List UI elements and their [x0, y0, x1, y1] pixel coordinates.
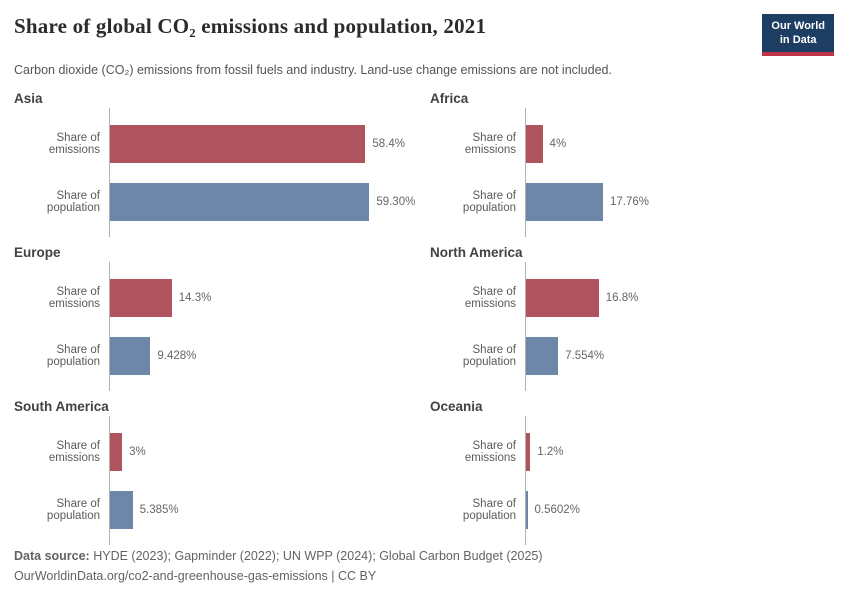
facet-title-asia: Asia: [14, 90, 43, 106]
bar-value-label-emissions: 16.8%: [605, 291, 639, 304]
bar-emissions[interactable]: [109, 432, 123, 471]
facet-plot-south-america: Share of emissions 3% Share of population 5…: [14, 415, 418, 545]
axis-line: [109, 415, 110, 545]
bar-label-emissions: Share of emissions: [464, 285, 516, 310]
bar-row-emissions: Share of emissions 16.8%: [430, 269, 834, 327]
bar-label-emissions: Share of emissions: [464, 439, 516, 464]
bar-label-population: Share of population: [46, 189, 100, 214]
bar-value-label-emissions: 3%: [129, 445, 146, 458]
bar-area-emissions: 16.8%: [525, 278, 834, 317]
chart-footer: Data source: HYDE (2023); Gapminder (202…: [14, 547, 834, 586]
data-source-list: HYDE (2023); Gapminder (2022); UN WPP (2…: [93, 549, 543, 564]
bar-area-population: 59.30%: [109, 182, 418, 221]
data-source-label: Data source:: [14, 549, 90, 564]
bar-emissions[interactable]: [525, 432, 531, 471]
bar-population[interactable]: [525, 336, 559, 375]
facet-south-america: South America Share of emissions 3% Share o…: [14, 399, 418, 545]
facet-title-oceania: Oceania: [430, 398, 483, 414]
bar-label-population: Share of population: [46, 497, 100, 522]
bar-area-emissions: 3%: [109, 432, 418, 471]
page-title: Share of global CO₂ emissions and popula…: [14, 14, 487, 38]
bar-row-emissions: Share of emissions 3%: [14, 423, 418, 481]
facet-plot-africa: Share of emissions 4% Share of population 1…: [430, 107, 834, 237]
bar-row-emissions: Share of emissions 1.2%: [430, 423, 834, 481]
attribution-separator: |: [327, 568, 339, 583]
bar-population[interactable]: [109, 336, 151, 375]
axis-line: [109, 107, 110, 237]
facet-title-north-america: North America: [430, 244, 523, 260]
facet-asia: Asia Share of emissions 58.4% Share of popu…: [14, 91, 418, 237]
axis-line: [525, 261, 526, 391]
attribution-line: OurWorldinData.org/co2-and-greenhouse-ga…: [14, 567, 834, 586]
axis-line: [525, 415, 526, 545]
bar-row-population: Share of population 5.385%: [14, 481, 418, 539]
bar-row-population: Share of population 59.30%: [14, 173, 418, 231]
bar-population[interactable]: [109, 490, 133, 529]
bar-value-label-population: 9.428%: [157, 349, 197, 362]
bar-label-emissions: Share of emissions: [464, 131, 516, 156]
bar-row-population: Share of population 17.76%: [430, 173, 834, 231]
facet-europe: Europe Share of emissions 14.3% Share of po…: [14, 245, 418, 391]
facet-plot-europe: Share of emissions 14.3% Share of populati…: [14, 261, 418, 391]
bar-value-label-population: 7.554%: [565, 349, 605, 362]
bar-label-population: Share of population: [462, 497, 516, 522]
facets-grid: Asia Share of emissions 58.4% Share of popu…: [14, 91, 834, 545]
owid-logo-line2: in Data: [779, 34, 817, 47]
bar-row-emissions: Share of emissions 58.4%: [14, 115, 418, 173]
facet-plot-north-america: Share of emissions 16.8% Share of populati…: [430, 261, 834, 391]
bar-emissions[interactable]: [109, 278, 172, 317]
bar-area-population: 9.428%: [109, 336, 418, 375]
facet-africa: Africa Share of emissions 4% Share of popul…: [430, 91, 834, 237]
bar-emissions[interactable]: [525, 278, 599, 317]
chart-subtitle: Carbon dioxide (CO₂) emissions from foss…: [14, 62, 612, 77]
owid-logo-line1: Our World: [771, 20, 825, 32]
axis-line: [109, 261, 110, 391]
axis-line: [525, 107, 526, 237]
data-source-line: Data source: HYDE (2023); Gapminder (202…: [14, 547, 834, 566]
bar-value-label-population: 5.385%: [139, 503, 179, 516]
bar-row-population: Share of population 7.554%: [430, 327, 834, 385]
bar-row-population: Share of population 9.428%: [14, 327, 418, 385]
bar-value-label-emissions: 1.2%: [537, 445, 564, 458]
facet-title-africa: Africa: [430, 90, 469, 106]
facet-title-south-america: South America: [14, 398, 109, 414]
bar-value-label-population: 0.5602%: [534, 503, 580, 516]
bar-area-emissions: 1.2%: [525, 432, 834, 471]
license-link[interactable]: CC BY: [338, 568, 377, 583]
bar-emissions[interactable]: [525, 124, 543, 163]
bar-label-population: Share of population: [462, 343, 516, 368]
bar-value-label-emissions: 58.4%: [372, 137, 405, 150]
bar-area-population: 5.385%: [109, 490, 418, 529]
bar-area-emissions: 4%: [525, 124, 834, 163]
bar-row-emissions: Share of emissions 14.3%: [14, 269, 418, 327]
bar-area-population: 0.5602%: [525, 490, 834, 529]
bar-emissions[interactable]: [109, 124, 366, 163]
chart-header: Share of global CO₂ emissions and popula…: [14, 14, 834, 77]
owid-logo[interactable]: Our World in Data: [762, 14, 834, 56]
bar-label-emissions: Share of emissions: [48, 285, 100, 310]
owid-url-link[interactable]: OurWorldinData.org/co2-and-greenhouse-ga…: [14, 568, 328, 583]
facet-oceania: Oceania Share of emissions 1.2% Share of po…: [430, 399, 834, 545]
bar-label-population: Share of population: [46, 343, 100, 368]
bar-label-population: Share of population: [462, 189, 516, 214]
bar-population[interactable]: [525, 182, 603, 221]
facet-plot-oceania: Share of emissions 1.2% Share of populatio…: [430, 415, 834, 545]
bar-label-emissions: Share of emissions: [48, 439, 100, 464]
bar-value-label-population: 59.30%: [376, 195, 416, 208]
bar-area-emissions: 58.4%: [109, 124, 418, 163]
facet-plot-asia: Share of emissions 58.4% Share of populati…: [14, 107, 418, 237]
bar-value-label-emissions: 14.3%: [178, 291, 212, 304]
bar-area-population: 7.554%: [525, 336, 834, 375]
bar-value-label-emissions: 4%: [549, 137, 567, 150]
bar-row-population: Share of population 0.5602%: [430, 481, 834, 539]
facet-title-europe: Europe: [14, 244, 61, 260]
bar-value-label-population: 17.76%: [609, 195, 649, 208]
facet-north-america: North America Share of emissions 16.8% Shar…: [430, 245, 834, 391]
bar-area-emissions: 14.3%: [109, 278, 418, 317]
bar-area-population: 17.76%: [525, 182, 834, 221]
bar-label-emissions: Share of emissions: [48, 131, 100, 156]
bar-population[interactable]: [525, 490, 528, 529]
bar-row-emissions: Share of emissions 4%: [430, 115, 834, 173]
bar-population[interactable]: [109, 182, 370, 221]
